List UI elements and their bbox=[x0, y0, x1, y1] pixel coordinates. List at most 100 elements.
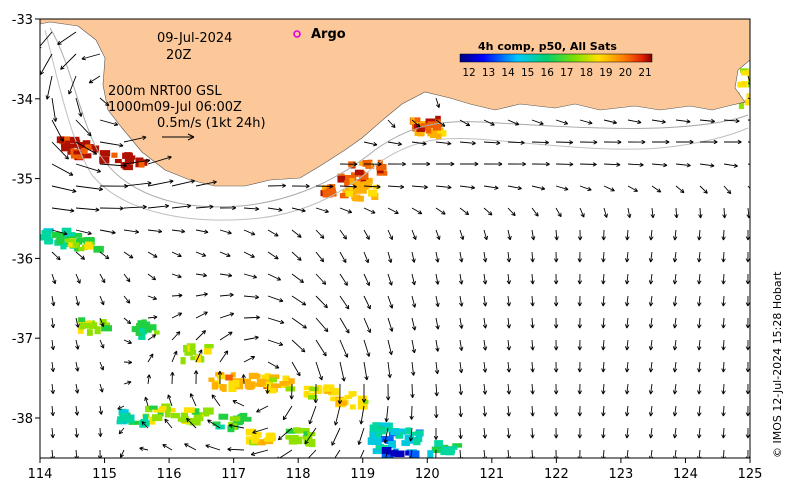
sst-patch bbox=[427, 440, 463, 458]
current-arrow bbox=[123, 339, 132, 345]
current-arrow bbox=[75, 273, 81, 284]
current-arrow bbox=[99, 295, 105, 306]
current-arrow bbox=[483, 161, 503, 167]
current-arrow bbox=[672, 405, 678, 417]
current-arrow bbox=[458, 427, 463, 440]
current-arrow bbox=[243, 335, 259, 341]
current-arrow bbox=[577, 317, 582, 329]
current-arrow bbox=[339, 295, 350, 310]
current-arrow bbox=[697, 229, 702, 241]
current-arrow bbox=[267, 207, 283, 212]
current-arrow bbox=[243, 229, 256, 236]
current-arrow bbox=[171, 203, 192, 209]
current-arrow bbox=[648, 361, 654, 373]
current-arrow bbox=[411, 119, 421, 128]
current-arrow bbox=[601, 427, 606, 439]
current-arrow bbox=[530, 427, 535, 439]
map-date: 09-Jul-2024 bbox=[157, 31, 232, 46]
current-arrow bbox=[363, 339, 371, 357]
current-arrow bbox=[387, 251, 393, 264]
current-arrow bbox=[652, 139, 670, 145]
current-arrow bbox=[171, 179, 196, 187]
current-arrow bbox=[745, 449, 750, 458]
current-arrow bbox=[554, 251, 559, 263]
current-arrow bbox=[267, 251, 279, 260]
current-arrow bbox=[75, 207, 100, 212]
current-arrow bbox=[359, 449, 365, 458]
current-arrow bbox=[219, 312, 235, 319]
current-arrow bbox=[434, 361, 440, 375]
current-arrow bbox=[459, 185, 476, 190]
current-arrow bbox=[243, 206, 260, 212]
current-arrow bbox=[697, 361, 702, 373]
current-arrow bbox=[147, 179, 174, 187]
current-arrow bbox=[81, 53, 101, 61]
current-arrow bbox=[553, 317, 559, 329]
current-arrow bbox=[555, 140, 574, 145]
current-arrow bbox=[162, 444, 173, 451]
x-tick-label: 124 bbox=[673, 467, 698, 482]
current-arrow bbox=[745, 361, 750, 373]
current-arrow bbox=[315, 273, 327, 285]
current-arrow bbox=[339, 273, 348, 286]
current-arrow bbox=[315, 339, 327, 357]
current-arrow bbox=[747, 185, 750, 190]
current-arrow bbox=[530, 251, 535, 263]
current-arrow bbox=[123, 380, 132, 385]
current-arrow bbox=[387, 207, 399, 214]
current-arrow bbox=[648, 449, 654, 458]
current-arrow bbox=[506, 383, 512, 395]
current-arrow bbox=[507, 229, 512, 241]
current-arrow bbox=[315, 295, 328, 309]
current-arrow bbox=[75, 251, 86, 260]
current-arrow bbox=[579, 162, 597, 167]
current-arrow bbox=[603, 119, 617, 125]
current-arrow bbox=[363, 251, 370, 264]
current-arrow bbox=[482, 273, 488, 285]
current-arrow bbox=[672, 317, 678, 329]
current-arrow bbox=[601, 339, 606, 351]
sst-patch bbox=[177, 407, 214, 426]
current-arrow bbox=[123, 204, 147, 210]
current-arrow bbox=[624, 295, 630, 307]
argo-marker[interactable] bbox=[293, 30, 301, 38]
current-arrow bbox=[291, 183, 310, 189]
current-arrow bbox=[123, 251, 134, 259]
y-tick-label: -37 bbox=[12, 332, 33, 347]
current-arrow bbox=[75, 163, 102, 173]
current-arrow bbox=[506, 339, 512, 351]
depth-line-2: 1000m09-Jul 06:00Z bbox=[108, 100, 242, 115]
current-arrow bbox=[648, 405, 654, 417]
current-arrow bbox=[60, 53, 77, 70]
current-arrow bbox=[530, 449, 535, 458]
current-arrow bbox=[315, 361, 323, 381]
current-arrow bbox=[577, 361, 582, 373]
contour-200m bbox=[49, 27, 749, 208]
depth-line-1: 200m NRT00 GSL bbox=[108, 84, 222, 99]
current-arrow bbox=[315, 229, 325, 239]
current-arrow bbox=[579, 185, 592, 192]
current-arrow bbox=[723, 118, 740, 124]
current-arrow bbox=[219, 229, 232, 235]
x-tick-label: 120 bbox=[415, 467, 440, 482]
current-arrow bbox=[241, 374, 246, 385]
current-arrow bbox=[697, 295, 702, 307]
current-arrow bbox=[339, 207, 353, 214]
current-arrow bbox=[410, 449, 413, 458]
x-tick-label: 115 bbox=[92, 467, 117, 482]
current-arrow bbox=[459, 229, 465, 241]
current-arrow bbox=[721, 317, 726, 329]
current-arrow bbox=[460, 161, 479, 167]
current-arrow bbox=[339, 251, 347, 263]
current-arrow bbox=[700, 139, 718, 145]
current-arrow bbox=[482, 317, 488, 329]
current-arrow bbox=[147, 229, 163, 234]
colorbar-tick-label: 18 bbox=[580, 67, 593, 79]
scale-label: 0.5m/s (1kt 24h) bbox=[157, 116, 266, 131]
current-arrow bbox=[339, 361, 346, 382]
current-arrow bbox=[699, 185, 708, 194]
current-arrow bbox=[50, 405, 55, 417]
current-arrow bbox=[531, 140, 550, 145]
current-arrow bbox=[672, 383, 678, 395]
current-arrow bbox=[435, 119, 446, 127]
